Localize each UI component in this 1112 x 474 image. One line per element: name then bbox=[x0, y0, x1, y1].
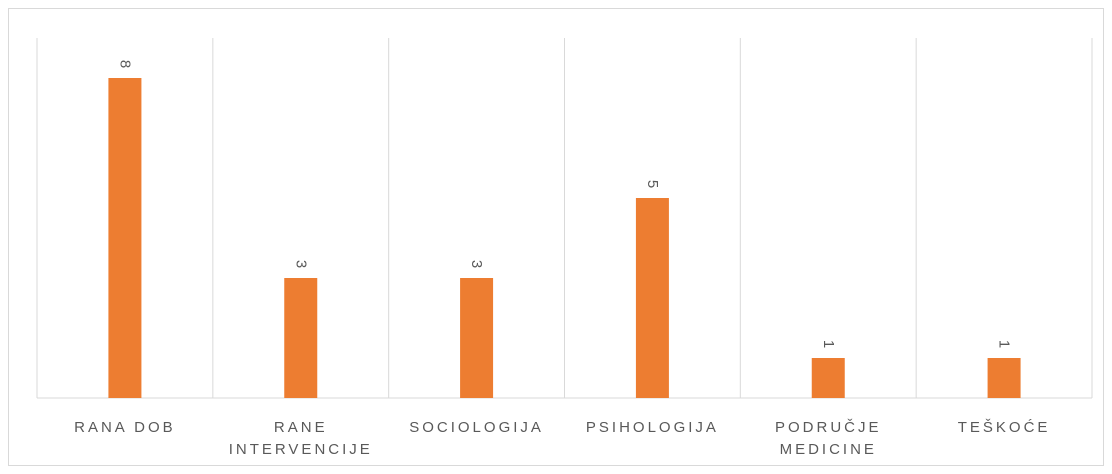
category-label: RANE INTERVENCIJE bbox=[229, 419, 373, 458]
bar bbox=[284, 278, 318, 398]
bar bbox=[987, 358, 1021, 398]
category-label: PODRUČJE MEDICINE bbox=[775, 419, 882, 458]
data-label: 3 bbox=[292, 260, 309, 268]
bar bbox=[635, 198, 669, 398]
data-label: 1 bbox=[996, 340, 1013, 348]
bar bbox=[811, 358, 845, 398]
bar bbox=[108, 78, 142, 398]
data-label: 5 bbox=[644, 180, 661, 188]
data-label: 3 bbox=[468, 260, 485, 268]
chart-area bbox=[8, 8, 1104, 466]
category-label: RANA DOB bbox=[74, 419, 176, 436]
category-label: TEŠKOĆE bbox=[958, 419, 1051, 436]
bar bbox=[460, 278, 494, 398]
data-label: 1 bbox=[820, 340, 837, 348]
data-label: 8 bbox=[116, 60, 133, 68]
category-label: PSIHOLOGIJA bbox=[586, 419, 719, 436]
category-label: SOCIOLOGIJA bbox=[409, 419, 544, 436]
